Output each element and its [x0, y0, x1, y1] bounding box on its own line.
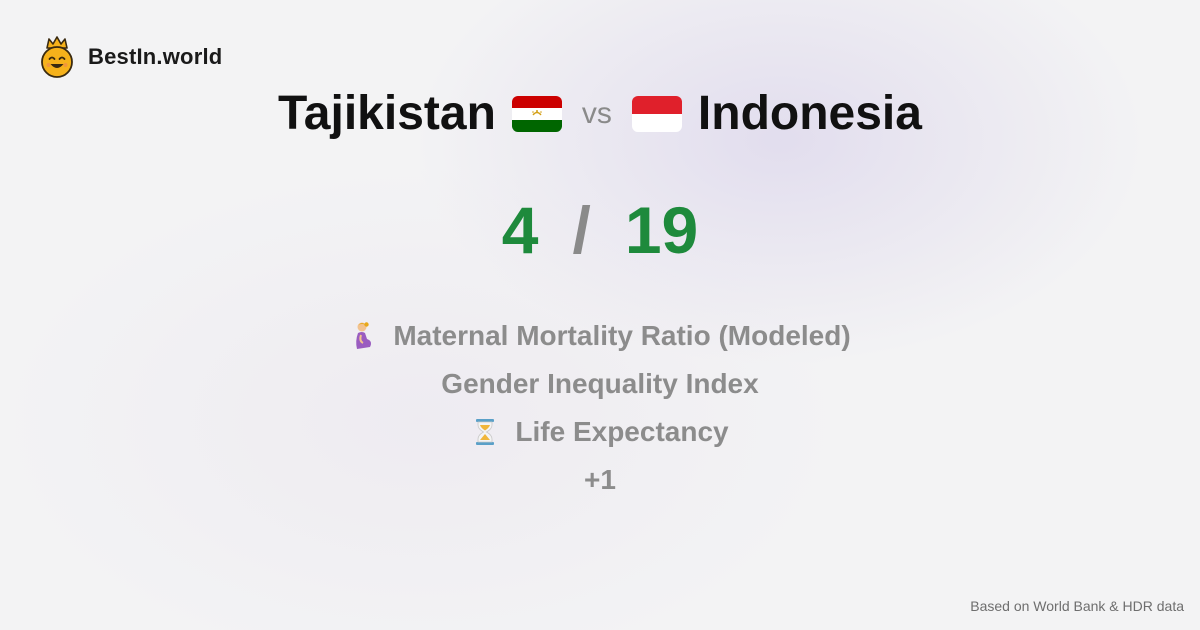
pregnant-woman-icon	[356, 322, 372, 349]
indonesia-flag-icon	[631, 95, 682, 132]
metric-item: +1	[584, 456, 616, 504]
metric-item: Maternal Mortality Ratio (Modeled)	[349, 312, 851, 360]
left-country-name: Tajikistan	[278, 87, 496, 140]
brand[interactable]: BestIn.world	[38, 36, 222, 78]
vs-label: vs	[581, 96, 612, 130]
metrics-list: Maternal Mortality Ratio (Modeled) Gende…	[0, 312, 1200, 504]
more-metrics-count: +1	[584, 464, 616, 495]
crowned-smiley-icon	[41, 36, 73, 78]
brand-name: BestIn.world	[88, 44, 223, 69]
metric-item: Gender Inequality Index	[441, 360, 758, 408]
right-score: 19	[624, 193, 699, 267]
hourglass-icon	[476, 419, 495, 445]
left-score: 4	[501, 193, 539, 267]
tajikistan-flag-icon	[511, 95, 562, 132]
metric-label: Gender Inequality Index	[441, 368, 759, 399]
score: 4 / 19	[0, 192, 1200, 268]
right-country-name: Indonesia	[697, 87, 922, 140]
data-source-note: Based on World Bank & HDR data	[970, 598, 1184, 614]
comparison-title: Tajikistan vs Indonesia	[0, 86, 1200, 141]
metric-label: Life Expectancy	[515, 416, 729, 447]
metric-item: Life Expectancy	[471, 408, 729, 456]
score-separator: /	[572, 193, 591, 267]
metric-label: Maternal Mortality Ratio (Modeled)	[393, 320, 851, 351]
